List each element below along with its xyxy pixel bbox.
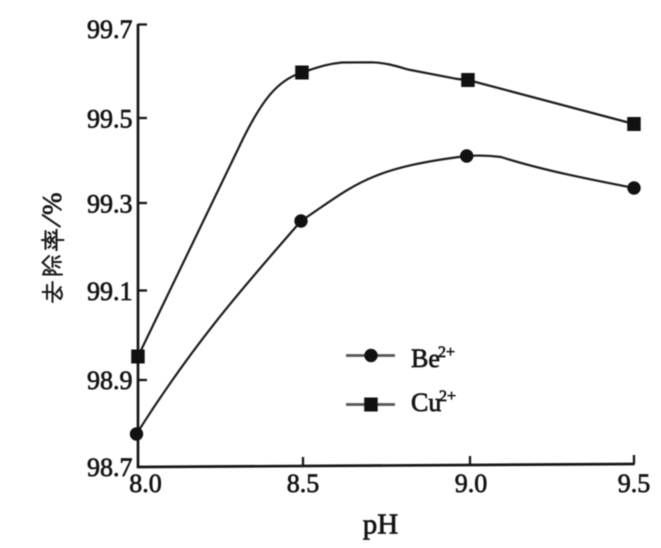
svg-text:2+: 2+ (438, 344, 455, 361)
svg-text:Cu: Cu (411, 388, 441, 417)
svg-text:8.0: 8.0 (129, 469, 162, 498)
svg-text:9.0: 9.0 (455, 469, 488, 498)
svg-text:%: % (37, 193, 67, 216)
svg-text:99.7: 99.7 (87, 15, 133, 44)
svg-text:Be: Be (411, 344, 440, 373)
svg-text:99.1: 99.1 (87, 277, 133, 306)
svg-text:98.9: 98.9 (87, 366, 133, 395)
svg-text:8.5: 8.5 (287, 469, 320, 498)
svg-text:99.3: 99.3 (87, 190, 133, 219)
svg-text:99.5: 99.5 (87, 105, 133, 134)
svg-text:98.7: 98.7 (87, 453, 133, 482)
svg-text:pH: pH (363, 509, 399, 541)
svg-text:2+: 2+ (439, 388, 456, 405)
svg-text:9.5: 9.5 (618, 469, 651, 498)
